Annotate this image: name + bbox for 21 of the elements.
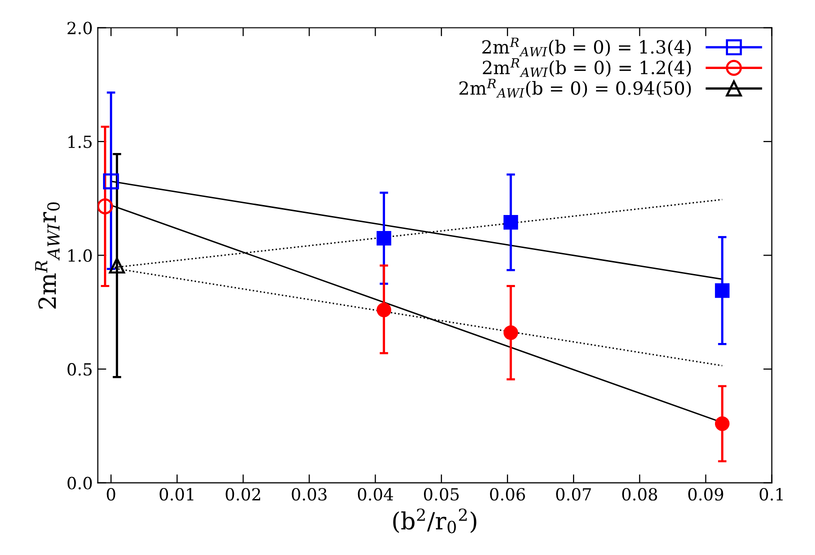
x-tick-label: 0.08 [622, 488, 658, 501]
x-tick-label: 0.04 [358, 488, 394, 501]
x-tick-label: 0.05 [424, 488, 459, 501]
x-tick-label: 0.09 [688, 488, 724, 501]
y-tick-label: 0.0 [68, 476, 92, 490]
x-axis-title: (b$^{2}$/r$_{0}$$^{2}$) [393, 508, 476, 534]
x-tick-label: 0.06 [490, 488, 525, 501]
x-tick-label: 0.02 [226, 488, 260, 501]
x-tick-label: 0.03 [292, 488, 327, 501]
x-tick-label: 0.07 [556, 488, 591, 501]
y-tick-label: 0.5 [68, 363, 92, 376]
y-tick-label: 1.5 [68, 135, 92, 148]
x-tick-label: 0 [106, 488, 116, 501]
y-axis-title: 2m$^{R}$$_{AWI}$r$_{0}$ [35, 202, 60, 309]
legend-label: 2m$^{R}$$_{AWI}$(b = 0) = 1.3(4) [482, 38, 691, 56]
legend-label: 2m$^{R}$$_{AWI}$(b = 0) = 0.94(50) [459, 78, 691, 98]
x-tick-label: 0.01 [160, 488, 194, 501]
legend-label: 2m$^{R}$$_{AWI}$(b = 0) = 1.2(4) [482, 58, 691, 77]
y-tick-label: 1.0 [68, 249, 92, 262]
x-tick-label: 0.1 [760, 488, 783, 501]
y-tick-label: 2.0 [68, 22, 92, 34]
